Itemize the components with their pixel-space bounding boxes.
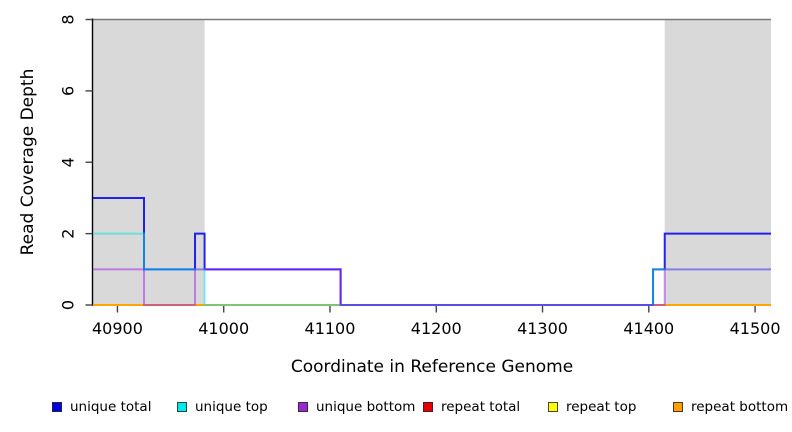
legend-swatch-icon [548, 402, 558, 412]
x-axis-title: Coordinate in Reference Genome [290, 357, 574, 377]
shaded-region-0 [93, 19, 205, 305]
y-tick-label: 2 [59, 229, 78, 239]
shaded-region-1 [664, 19, 771, 305]
plot-legend: unique total unique top unique bottom repea… [0, 398, 792, 420]
legend-swatch-icon [177, 402, 187, 412]
legend-label: repeat total [441, 399, 521, 415]
series-unique-top [93, 232, 771, 306]
legend-swatch-icon [423, 402, 433, 412]
series-unique-bottom [93, 268, 771, 306]
legend-item-unique-top: unique top [177, 398, 268, 416]
legend-label: unique bottom [316, 399, 416, 415]
y-axis-title: Read Coverage Depth [18, 68, 38, 256]
y-tick-label: 6 [59, 86, 78, 96]
x-tick-label: 41400 [623, 319, 674, 338]
x-tick-label: 40900 [92, 319, 143, 338]
legend-label: unique top [195, 399, 268, 415]
legend-item-repeat-total: repeat total [423, 398, 520, 416]
x-tick-label: 41000 [198, 319, 249, 338]
x-tick-label: 41200 [411, 319, 462, 338]
y-tick-label: 0 [59, 300, 78, 310]
x-tick-label: 41100 [305, 319, 356, 338]
legend-label: unique total [70, 399, 152, 415]
y-tick-label: 4 [59, 157, 78, 167]
legend-swatch-icon [673, 402, 683, 412]
legend-item-unique-bottom: unique bottom [298, 398, 415, 416]
legend-item-unique-total: unique total [52, 398, 151, 416]
legend-swatch-icon [298, 402, 308, 412]
legend-item-repeat-top: repeat top [548, 398, 636, 416]
y-tick-label: 8 [59, 14, 78, 24]
legend-item-repeat-bottom: repeat bottom [673, 398, 788, 416]
x-tick-label: 41500 [730, 319, 781, 338]
legend-label: repeat top [566, 399, 637, 415]
legend-label: repeat bottom [691, 399, 789, 415]
legend-swatch-icon [52, 402, 62, 412]
x-tick-label: 41300 [517, 319, 568, 338]
